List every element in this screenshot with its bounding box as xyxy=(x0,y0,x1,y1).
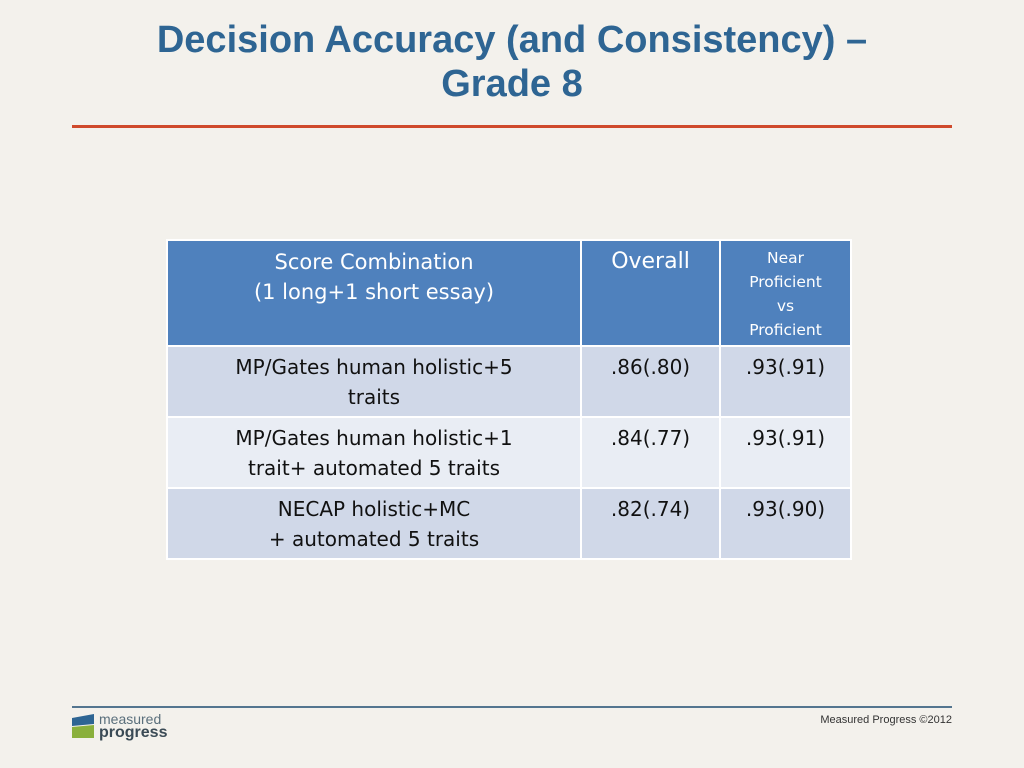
footer-divider xyxy=(72,706,952,708)
header-score-combination-line1: Score Combination xyxy=(274,250,474,274)
header-score-combination: Score Combination (1 long+1 short essay) xyxy=(166,239,582,347)
header-near-proficient: Near Proficient vs Proficient xyxy=(719,239,852,347)
cell-near-value: .93(.91) xyxy=(745,355,826,379)
slide-title: Decision Accuracy (and Consistency) – Gr… xyxy=(60,18,964,106)
logo-word-progress: progress xyxy=(99,724,168,741)
cell-near-proficient: .93(.90) xyxy=(719,487,852,560)
table-row: MP/Gates human holistic+5 traits .86(.80… xyxy=(166,345,852,418)
cell-combo-line1: MP/Gates human holistic+1 xyxy=(235,426,513,450)
cell-score-combination: MP/Gates human holistic+5 traits xyxy=(166,345,582,418)
cell-overall: .84(.77) xyxy=(580,416,721,489)
cell-near-proficient: .93(.91) xyxy=(719,416,852,489)
cell-combo-line1: MP/Gates human holistic+5 xyxy=(235,355,513,379)
logo-word-measured: measured xyxy=(99,711,162,727)
cell-overall: .82(.74) xyxy=(580,487,721,560)
measured-progress-logo: measured progress xyxy=(72,712,182,742)
slide-title-line1: Decision Accuracy (and Consistency) – xyxy=(156,19,868,61)
cell-overall-value: .82(.74) xyxy=(610,497,691,521)
results-table: Score Combination (1 long+1 short essay)… xyxy=(166,239,852,560)
table-header-row: Score Combination (1 long+1 short essay)… xyxy=(166,239,852,347)
cell-overall-value: .86(.80) xyxy=(610,355,691,379)
slide-title-line2: Grade 8 xyxy=(441,63,583,105)
table-row: MP/Gates human holistic+1 trait+ automat… xyxy=(166,416,852,489)
cell-near-proficient: .93(.91) xyxy=(719,345,852,418)
header-near-line3: vs xyxy=(776,297,795,315)
header-near-line1: Near xyxy=(766,249,804,267)
logo-mark-icon xyxy=(72,714,94,738)
header-near-line4: Proficient xyxy=(749,321,822,339)
copyright-notice: Measured Progress ©2012 xyxy=(820,714,952,726)
cell-score-combination: NECAP holistic+MC + automated 5 traits xyxy=(166,487,582,560)
cell-near-value: .93(.91) xyxy=(745,426,826,450)
cell-combo-line2: traits xyxy=(347,385,401,409)
header-near-line2: Proficient xyxy=(749,273,822,291)
cell-near-value: .93(.90) xyxy=(745,497,826,521)
table-row: NECAP holistic+MC + automated 5 traits .… xyxy=(166,487,852,560)
header-score-combination-line2: (1 long+1 short essay) xyxy=(253,280,495,304)
header-overall: Overall xyxy=(580,239,721,347)
cell-overall-value: .84(.77) xyxy=(610,426,691,450)
header-overall-label: Overall xyxy=(611,249,690,274)
cell-combo-line2: + automated 5 traits xyxy=(268,527,480,551)
cell-overall: .86(.80) xyxy=(580,345,721,418)
title-divider xyxy=(72,125,952,128)
cell-combo-line2: trait+ automated 5 traits xyxy=(247,456,500,480)
cell-score-combination: MP/Gates human holistic+1 trait+ automat… xyxy=(166,416,582,489)
cell-combo-line1: NECAP holistic+MC xyxy=(277,497,471,521)
